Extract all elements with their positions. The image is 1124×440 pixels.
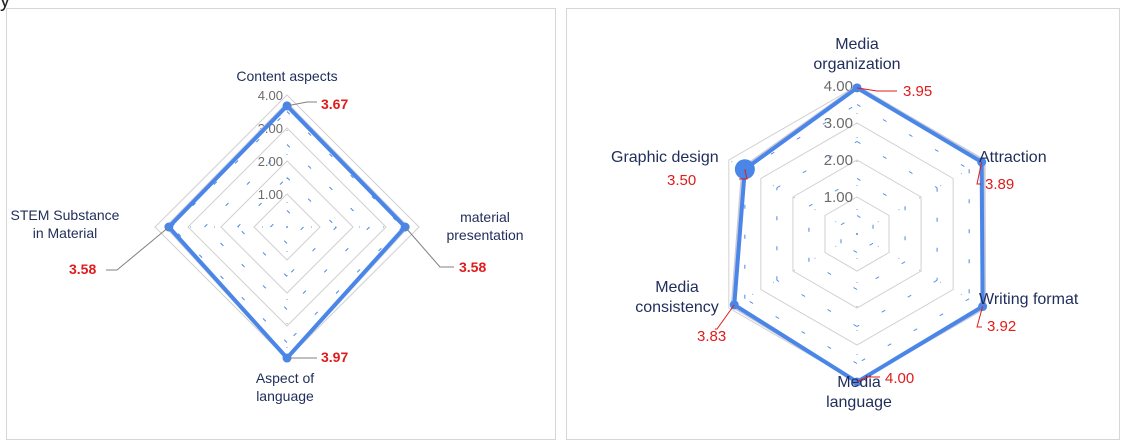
minor-grid-segment xyxy=(287,227,337,277)
minor-grid-segment xyxy=(841,243,857,252)
minor-grid-segment xyxy=(287,178,337,228)
tick-label: 3.00 xyxy=(824,115,853,132)
minor-grid-segment xyxy=(841,216,857,225)
minor-grid-segment xyxy=(857,179,905,207)
value-label: 3.97 xyxy=(321,349,348,365)
minor-grid-segment xyxy=(857,105,969,170)
tick-label: 2.00 xyxy=(824,152,853,169)
minor-grid-segment xyxy=(271,211,288,228)
minor-grid-segment xyxy=(287,145,370,228)
minor-grid-segment xyxy=(238,178,288,228)
category-label: language xyxy=(256,388,314,404)
category-label: Aspect of xyxy=(256,370,314,386)
minor-grid-segment xyxy=(287,227,304,244)
series-line xyxy=(734,88,982,382)
minor-grid-segment xyxy=(777,280,857,326)
category-label: Attraction xyxy=(979,149,1047,166)
minor-grid-segment xyxy=(205,227,288,310)
value-label: 3.58 xyxy=(69,261,96,277)
minor-grid-segment xyxy=(857,243,873,252)
value-label: 3.89 xyxy=(985,176,1014,193)
minor-grid-segment xyxy=(172,227,288,343)
tick-label: 4.00 xyxy=(258,88,283,103)
minor-grid-segment xyxy=(857,142,937,188)
category-label: presentation xyxy=(446,227,523,243)
chart-panel-right: 1.00 2.00 3.00 4.00 Media organization Attract… xyxy=(566,8,1120,440)
value-label: 3.58 xyxy=(459,259,486,275)
category-label: material xyxy=(460,209,510,225)
category-label: consistency xyxy=(635,299,719,316)
value-label: 3.95 xyxy=(903,83,932,100)
tick-label: 1.00 xyxy=(824,189,853,206)
series-shadow xyxy=(732,86,985,382)
series-line xyxy=(169,106,405,358)
category-label: STEM Substance xyxy=(11,207,120,223)
tick-label: 1.00 xyxy=(258,187,283,202)
minor-grid-segment xyxy=(857,262,905,290)
minor-grid-segment xyxy=(287,211,304,228)
category-label: Writing format xyxy=(979,291,1079,308)
minor-grid-segment xyxy=(745,299,857,364)
minor-grid-segment xyxy=(287,227,370,310)
minor-grid-segment xyxy=(857,280,937,326)
value-label: 3.67 xyxy=(321,96,348,112)
leader-line xyxy=(106,227,169,270)
category-label: organization xyxy=(813,56,900,73)
minor-grid-segment xyxy=(287,112,403,228)
value-label: 3.50 xyxy=(667,172,696,189)
series-shadow xyxy=(166,103,408,359)
minor-grid-segment xyxy=(857,216,873,225)
value-label: 4.00 xyxy=(885,370,914,387)
minor-grid-segment xyxy=(271,227,288,244)
category-label: Graphic design xyxy=(611,149,719,166)
radar-chart-right: 1.00 2.00 3.00 4.00 Media organization Attract… xyxy=(567,9,1119,439)
category-label: in Material xyxy=(33,225,98,241)
minor-grid-segment xyxy=(857,299,969,364)
minor-grid-segment xyxy=(238,227,288,277)
category-label: Media xyxy=(655,279,699,296)
value-label: 3.92 xyxy=(987,318,1016,335)
category-label: Content aspects xyxy=(236,68,337,84)
category-label: Media xyxy=(835,36,879,53)
tick-label: 2.00 xyxy=(258,154,283,169)
minor-grid-segment xyxy=(287,227,403,343)
minor-grid-segment xyxy=(809,262,857,290)
leader-line xyxy=(287,102,317,106)
value-label: 3.83 xyxy=(697,328,726,345)
category-label: language xyxy=(826,394,892,411)
